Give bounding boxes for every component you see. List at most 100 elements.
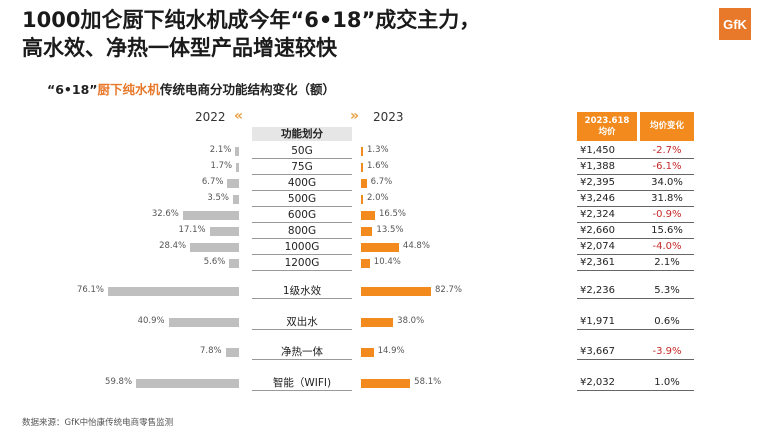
subtitle-suffix: 传统电商分功能结构变化（额） (160, 82, 336, 97)
bar-2023 (361, 179, 367, 188)
avg-price-cell: ¥2,361 (577, 256, 640, 271)
category-label: 75G (252, 160, 352, 175)
bar-2022 (232, 195, 239, 204)
bar-2022 (182, 211, 239, 220)
price-change-cell: 31.8% (640, 192, 694, 207)
avg-price-cell: ¥2,324 (577, 208, 640, 223)
value-label-2023: 6.7% (370, 177, 393, 187)
price-change-cell: -6.1% (640, 160, 694, 175)
bar-2023 (361, 287, 431, 296)
subtitle-prefix: “6•18” (47, 82, 98, 97)
title-line-1: 1000加仑厨下纯水机成今年“6•18”成交主力， (22, 8, 481, 32)
chevron-left-icon: « (234, 108, 244, 124)
bar-2023 (361, 195, 363, 204)
bar-2022 (168, 318, 239, 327)
source-note: 数据来源：GfK中怡康传统电商零售监测 (22, 418, 174, 428)
value-label-2023: 2.0% (367, 193, 389, 203)
bar-2023 (361, 147, 363, 156)
avg-price-cell: ¥2,032 (577, 376, 640, 391)
bar-2023 (361, 163, 363, 172)
category-label: 1200G (252, 256, 352, 271)
avg-price-cell: ¥1,450 (577, 144, 640, 159)
chart-subtitle: “6•18”厨下纯水机传统电商分功能结构变化（额） (47, 79, 335, 98)
value-label-2022: 3.5% (207, 193, 229, 203)
category-label: 500G (252, 192, 352, 207)
category-label: 1级水效 (252, 284, 352, 299)
category-label: 双出水 (252, 315, 352, 330)
category-header: 功能划分 (252, 127, 352, 141)
page-title: 1000加仑厨下纯水机成今年“6•18”成交主力， 高水效、净热一体型产品增速较… (22, 6, 480, 62)
price-change-cell: -3.9% (640, 345, 694, 360)
avg-price-cell: ¥3,246 (577, 192, 640, 207)
value-label-2022: 28.4% (159, 241, 187, 251)
bar-2022 (209, 227, 239, 236)
table-header-change: 均价变化 (640, 112, 694, 141)
value-label-2022: 1.7% (210, 161, 233, 171)
avg-price-cell: ¥2,395 (577, 176, 640, 191)
value-label-2023: 1.3% (367, 145, 389, 155)
price-change-cell: 34.0% (640, 176, 694, 191)
value-label-2023: 16.5% (378, 209, 406, 219)
value-label-2023: 58.1% (414, 377, 442, 387)
category-label: 400G (252, 176, 352, 191)
price-change-cell: 0.6% (640, 315, 694, 330)
year-2022-label: 2022 (195, 110, 226, 124)
price-change-cell: -4.0% (640, 240, 694, 255)
year-2023-label: 2023 (373, 110, 404, 124)
category-label: 净热一体 (252, 345, 352, 360)
bar-2022 (108, 287, 239, 296)
gfk-logo: GfK (719, 8, 751, 40)
bar-2022 (190, 243, 239, 252)
value-label-2022: 5.6% (203, 257, 226, 267)
value-label-2023: 82.7% (435, 285, 463, 295)
value-label-2023: 1.6% (367, 161, 389, 171)
price-change-cell: 2.1% (640, 256, 694, 271)
price-header-line-1: 2023.618 (584, 115, 630, 126)
avg-price-cell: ¥2,660 (577, 224, 640, 239)
bar-2023 (361, 243, 399, 252)
value-label-2022: 7.8% (199, 346, 222, 356)
value-label-2022: 2.1% (209, 145, 232, 155)
category-label: 1000G (252, 240, 352, 255)
value-label-2023: 14.9% (377, 346, 405, 356)
table-header-price: 2023.618 均价 (577, 112, 637, 141)
bar-2023 (361, 318, 394, 327)
price-change-cell: 5.3% (640, 284, 694, 299)
category-label: 800G (252, 224, 352, 239)
avg-price-cell: ¥2,236 (577, 284, 640, 299)
price-change-cell: 1.0% (640, 376, 694, 391)
value-label-2022: 76.1% (76, 285, 104, 295)
value-label-2022: 59.8% (105, 377, 133, 387)
value-label-2023: 38.0% (397, 316, 425, 326)
price-change-cell: 15.6% (640, 224, 694, 239)
title-line-2: 高水效、净热一体型产品增速较快 (22, 36, 337, 60)
bar-2023 (361, 259, 370, 268)
price-change-cell: -2.7% (640, 144, 694, 159)
bar-2023 (361, 379, 411, 388)
value-label-2022: 32.6% (151, 209, 179, 219)
price-header-line-2: 均价 (598, 126, 616, 137)
price-change-cell: -0.9% (640, 208, 694, 223)
bar-2023 (361, 348, 374, 357)
bar-2022 (236, 163, 239, 172)
bar-2022 (235, 147, 239, 156)
bar-2022 (227, 179, 239, 188)
avg-price-cell: ¥1,971 (577, 315, 640, 330)
avg-price-cell: ¥1,388 (577, 160, 640, 175)
value-label-2023: 13.5% (376, 225, 404, 235)
subtitle-highlight: 厨下纯水机 (97, 82, 161, 97)
avg-price-cell: ¥3,667 (577, 345, 640, 360)
bar-2023 (361, 211, 375, 220)
avg-price-cell: ¥2,074 (577, 240, 640, 255)
bar-2022 (136, 379, 239, 388)
category-label: 智能（WIFI) (252, 376, 352, 391)
value-label-2022: 6.7% (201, 177, 224, 187)
category-label: 50G (252, 144, 352, 159)
value-label-2022: 17.1% (178, 225, 206, 235)
bar-2023 (361, 227, 373, 236)
category-label: 600G (252, 208, 352, 223)
bar-2022 (225, 348, 239, 357)
value-label-2023: 10.4% (373, 257, 401, 267)
chevron-right-icon: » (350, 108, 360, 124)
value-label-2022: 40.9% (137, 316, 165, 326)
